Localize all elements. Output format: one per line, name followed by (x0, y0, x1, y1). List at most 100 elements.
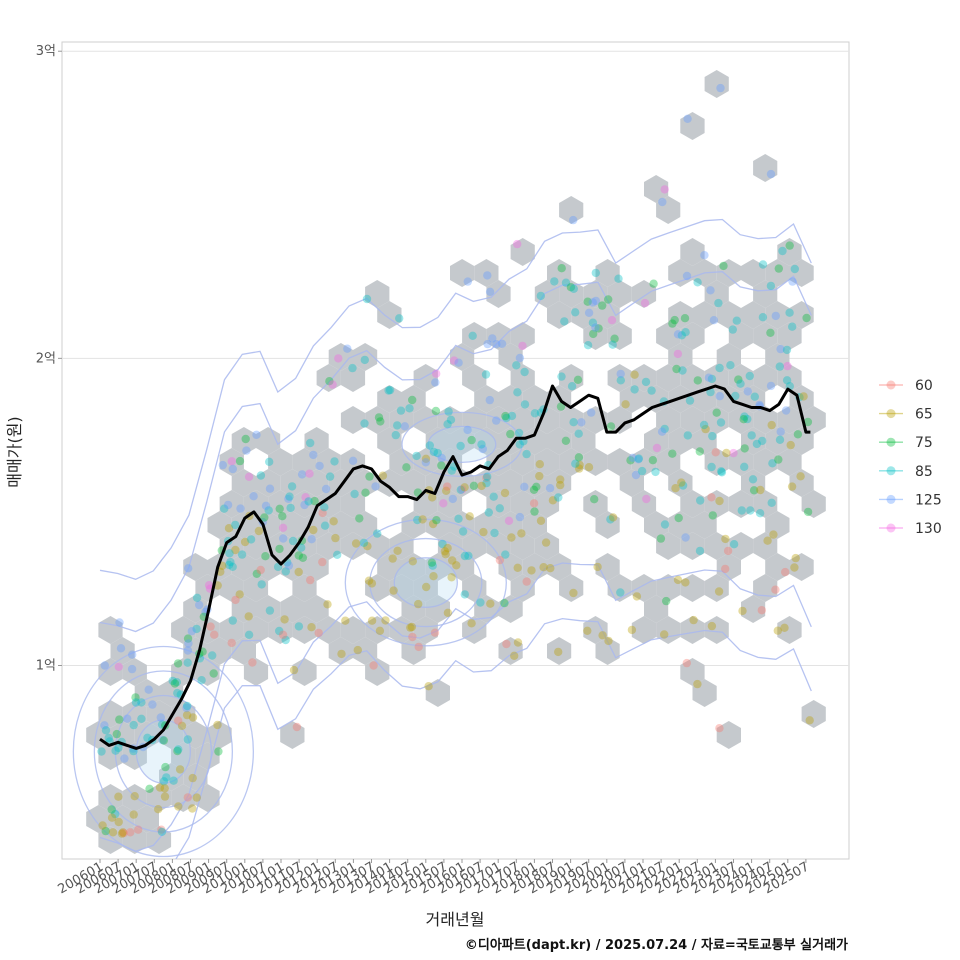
hex-bin (753, 406, 778, 434)
hex-bin (559, 196, 584, 224)
y-tick-label: 1억 (36, 659, 56, 674)
data-point (228, 616, 237, 625)
data-point (512, 361, 521, 370)
data-point (781, 406, 791, 415)
data-point (696, 496, 705, 505)
data-point (787, 482, 797, 491)
data-point (468, 331, 477, 340)
data-point (707, 462, 716, 472)
data-point (689, 615, 698, 625)
data-point (711, 448, 720, 457)
data-point (729, 540, 739, 549)
data-point (467, 435, 476, 445)
hex-bin (534, 532, 560, 560)
hex-bin (498, 427, 523, 455)
data-point (183, 735, 192, 744)
data-point (257, 580, 266, 589)
hex-bin (571, 427, 596, 455)
data-point (463, 425, 472, 435)
data-point (384, 386, 393, 395)
data-point (755, 509, 765, 518)
data-point (304, 497, 313, 506)
hex-bin (280, 595, 305, 623)
data-point (557, 372, 566, 381)
data-point (320, 521, 330, 530)
hex-bin (801, 490, 826, 518)
hex-bin (171, 658, 196, 686)
data-point (173, 688, 182, 698)
data-point (517, 529, 526, 538)
data-point (514, 428, 524, 438)
hex-bin (134, 805, 159, 833)
data-point (408, 557, 417, 566)
data-point (297, 543, 306, 552)
data-point (560, 317, 569, 326)
hex-bin (292, 616, 317, 644)
data-point (796, 472, 805, 481)
hex-bin (437, 532, 463, 560)
data-point (488, 334, 497, 343)
hex-bin (631, 574, 657, 602)
legend-label: 85 (915, 464, 933, 480)
data-point (766, 281, 776, 291)
data-point (591, 323, 600, 332)
hex-bin (268, 616, 293, 644)
hex-bin (207, 553, 232, 581)
density-contour (72, 645, 255, 858)
data-point (677, 331, 686, 340)
data-point (515, 440, 524, 449)
hex-bin (389, 574, 414, 602)
hex-bin (680, 574, 705, 602)
hex-bin (547, 259, 572, 287)
data-point (101, 726, 111, 735)
hex-bin (595, 511, 620, 539)
data-point (378, 471, 388, 480)
hex-bin (219, 532, 244, 560)
data-point (785, 241, 794, 250)
data-point (118, 828, 128, 837)
data-point (583, 341, 593, 350)
hex-bin (522, 469, 547, 497)
data-point (729, 448, 738, 458)
hex-bin (98, 700, 123, 728)
data-point (627, 625, 637, 635)
hex-bin (753, 448, 778, 476)
data-point (598, 631, 607, 640)
hex-bin (789, 427, 814, 455)
data-point (758, 313, 768, 322)
data-point (297, 470, 307, 479)
hex-bin (498, 553, 523, 581)
hex-bin (607, 406, 632, 434)
data-point (400, 422, 409, 431)
data-point (740, 444, 749, 453)
y-axis-title: 매매가(원) (5, 416, 24, 487)
data-point (350, 489, 359, 499)
data-point (375, 626, 385, 635)
data-point (706, 286, 715, 295)
data-point (774, 455, 783, 464)
hex-bin (268, 448, 293, 476)
data-point (569, 284, 578, 293)
hex-bin (450, 343, 475, 371)
data-point (231, 520, 240, 530)
data-point (228, 562, 237, 571)
hex-bin (498, 637, 523, 665)
data-point (187, 627, 196, 636)
data-point (244, 630, 254, 639)
data-point (513, 638, 523, 647)
hex-bin (146, 784, 172, 812)
data-point (604, 636, 613, 646)
hex-bin (765, 259, 790, 287)
hex-bin (304, 469, 329, 497)
hex-bin (256, 553, 281, 581)
hex-bin (231, 553, 256, 581)
data-point (497, 339, 507, 348)
hex-bin (377, 469, 402, 497)
data-point (569, 588, 578, 598)
hex-bin (692, 427, 717, 455)
data-point (405, 404, 414, 413)
density-contour (93, 670, 234, 833)
hex-bin (741, 301, 766, 329)
hex-bin (692, 301, 717, 329)
hex-bin (765, 427, 790, 455)
